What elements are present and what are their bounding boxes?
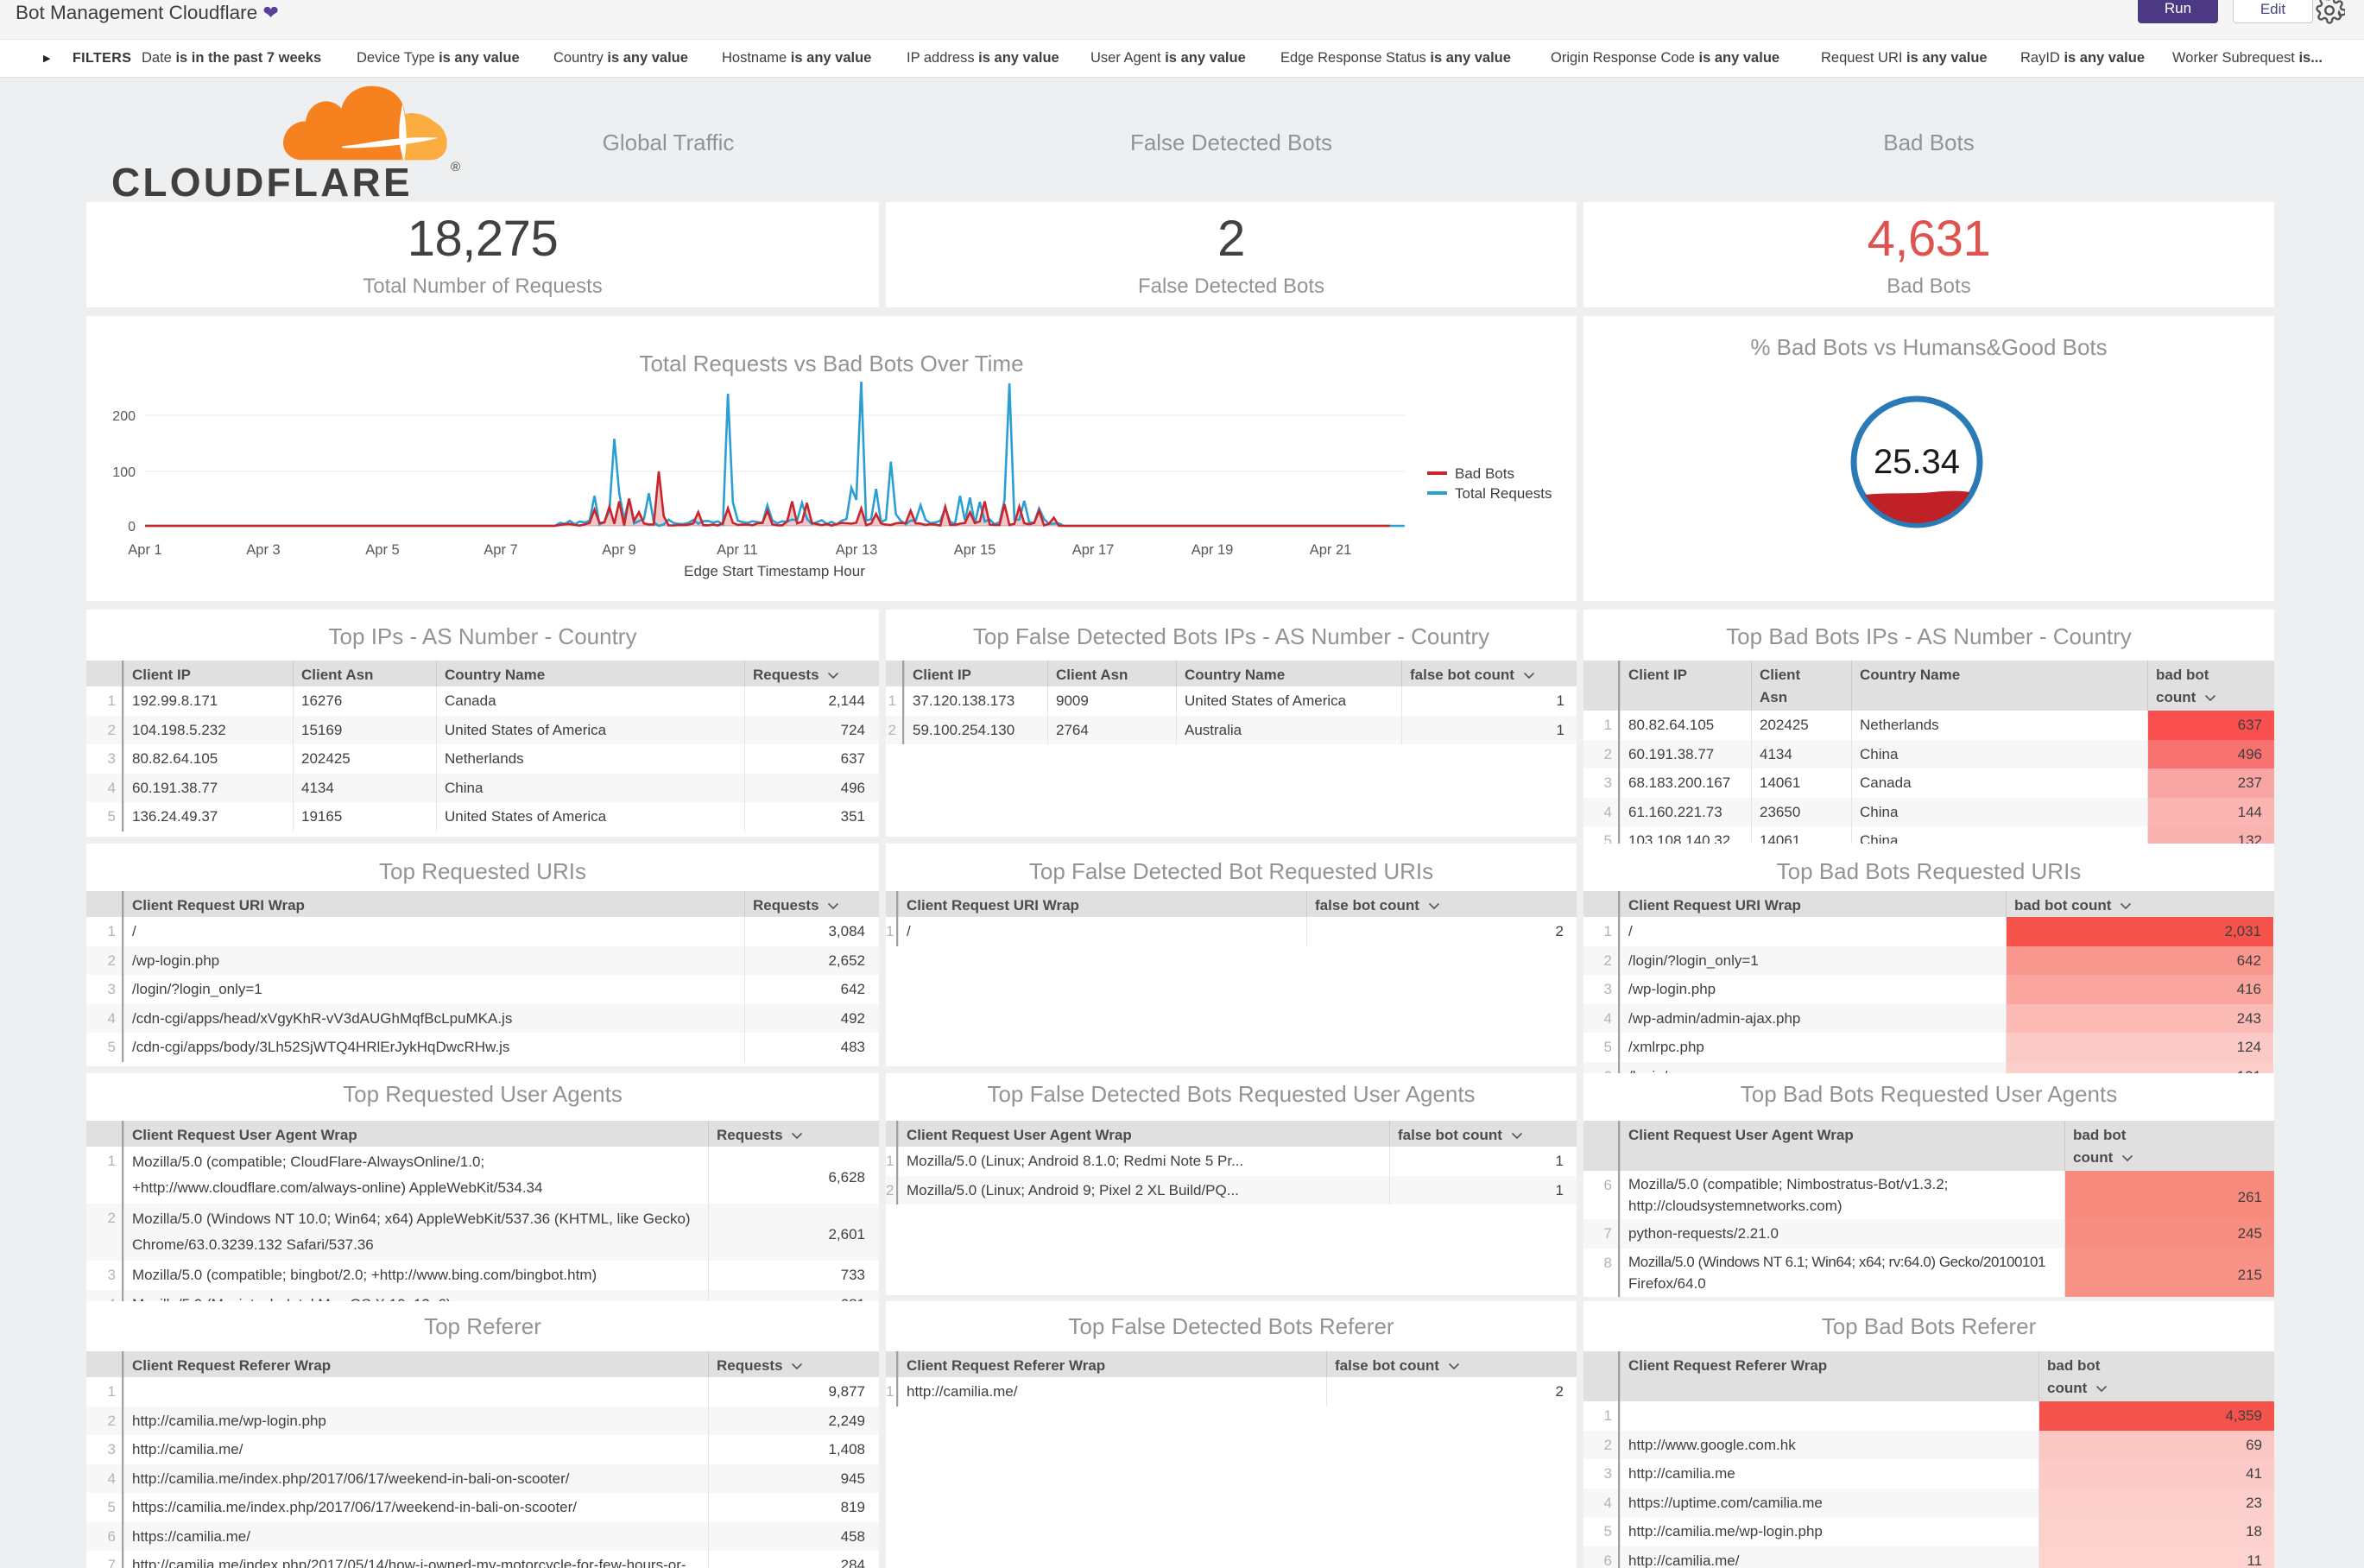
svg-text:25.34: 25.34 bbox=[1874, 443, 1960, 481]
svg-text:100: 100 bbox=[112, 465, 136, 480]
svg-text:Edge Start Timestamp Hour: Edge Start Timestamp Hour bbox=[684, 563, 865, 579]
svg-text:200: 200 bbox=[112, 409, 136, 424]
svg-text:Apr 13: Apr 13 bbox=[836, 542, 878, 558]
svg-text:Apr 21: Apr 21 bbox=[1310, 542, 1352, 558]
svg-text:Apr 17: Apr 17 bbox=[1072, 542, 1115, 558]
svg-text:Apr 3: Apr 3 bbox=[246, 542, 280, 558]
svg-text:Apr 11: Apr 11 bbox=[717, 542, 757, 558]
svg-text:Total Requests: Total Requests bbox=[1455, 485, 1552, 502]
svg-text:Apr 5: Apr 5 bbox=[365, 542, 399, 558]
svg-text:Apr 9: Apr 9 bbox=[602, 542, 635, 558]
svg-text:Apr 15: Apr 15 bbox=[954, 542, 996, 558]
svg-text:0: 0 bbox=[128, 520, 136, 534]
svg-text:Apr 19: Apr 19 bbox=[1191, 542, 1234, 558]
svg-text:®: ® bbox=[451, 160, 460, 174]
svg-text:Bad Bots: Bad Bots bbox=[1455, 465, 1514, 482]
svg-text:Apr 7: Apr 7 bbox=[484, 542, 517, 558]
svg-text:CLOUDFLARE: CLOUDFLARE bbox=[111, 160, 413, 202]
svg-text:Apr 1: Apr 1 bbox=[128, 542, 161, 558]
